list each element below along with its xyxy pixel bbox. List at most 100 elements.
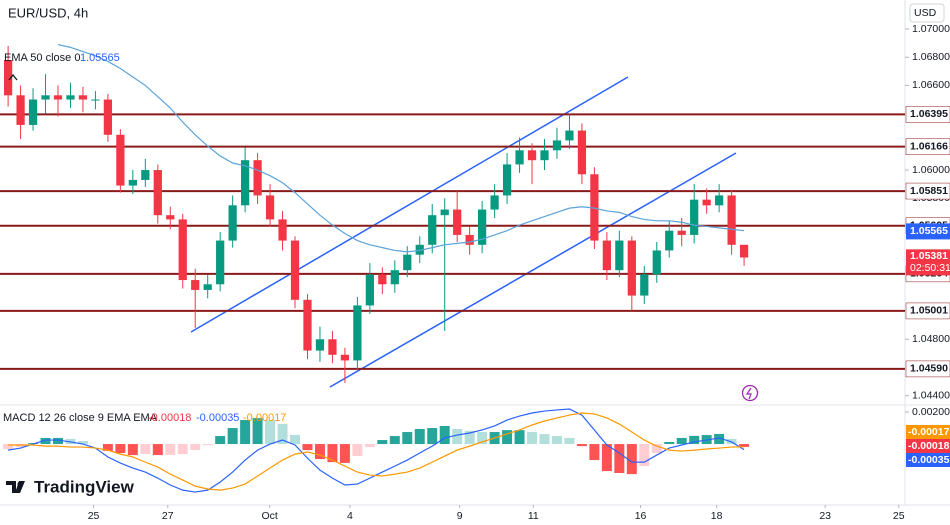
level-badge <box>905 302 950 320</box>
candle-body <box>340 354 350 361</box>
histogram-bar <box>514 430 525 445</box>
candle-body <box>365 274 374 306</box>
candle-body <box>652 250 661 275</box>
histogram-bar <box>477 432 488 445</box>
histogram-bar <box>40 437 51 445</box>
collapse-icon[interactable] <box>8 73 18 81</box>
histogram-bar <box>439 425 450 445</box>
logo-dot <box>17 481 23 487</box>
histogram-bar <box>77 441 88 445</box>
histogram-bar <box>551 436 562 445</box>
y-tick-label: 0.00200 <box>912 406 950 418</box>
histogram-bar <box>140 444 151 454</box>
macd-legend: MACD 12 26 close 9 EMA EMA <box>3 412 158 424</box>
candle-body <box>28 99 38 125</box>
histogram-bar <box>115 444 126 453</box>
ema-badge-label: 1.05565 <box>910 225 948 237</box>
candle-body <box>627 240 636 296</box>
histogram-bar <box>427 428 438 445</box>
level-label: 1.06166 <box>910 140 948 152</box>
x-tick-label: 25 <box>893 510 905 522</box>
candle-body <box>390 270 399 285</box>
candle-body <box>41 95 50 100</box>
alert-icon[interactable] <box>741 384 759 402</box>
macd-legend-signal: -0.00017 <box>243 412 286 424</box>
histogram-bar <box>452 429 463 445</box>
candle-body <box>315 339 325 351</box>
candle-body <box>590 174 599 241</box>
histogram-bar <box>227 428 238 445</box>
candle-body <box>677 230 686 235</box>
macd-legend-hist: -0.00018 <box>148 412 191 424</box>
currency-button[interactable] <box>909 3 945 23</box>
histogram-bar <box>215 436 226 445</box>
histogram-bar <box>240 420 251 445</box>
trend-line[interactable] <box>190 76 629 333</box>
histogram-bar <box>314 444 325 460</box>
macd-badge-label: -0.00035 <box>908 454 950 466</box>
currency-label[interactable]: USD <box>914 7 937 19</box>
alert-icon-bolt <box>745 387 752 400</box>
histogram-bar <box>53 437 63 445</box>
histogram-bar <box>177 444 188 455</box>
level-badge <box>905 138 950 155</box>
candle-body <box>727 195 736 245</box>
price-badge <box>906 249 950 276</box>
histogram-bar <box>651 444 662 453</box>
candle-body <box>91 99 100 101</box>
candle-body <box>353 305 362 361</box>
level-badge <box>905 182 950 200</box>
ema-badge <box>906 223 950 240</box>
histogram-bar <box>252 418 263 445</box>
histogram-bar <box>302 444 313 451</box>
histogram-bar <box>190 444 201 450</box>
candle-body <box>3 60 13 96</box>
candle-body <box>141 170 150 180</box>
candle-body <box>378 274 387 285</box>
candle-body <box>540 150 549 161</box>
candle-body <box>465 234 474 245</box>
x-tick-label: 27 <box>162 510 174 522</box>
histogram-bar <box>539 434 550 445</box>
y-tick-label: 1.04400 <box>912 389 950 401</box>
candle-body <box>527 150 537 161</box>
histogram-bar <box>377 440 388 445</box>
candle-body <box>66 95 75 100</box>
x-tick-label: 9 <box>457 510 463 522</box>
histogram-bar <box>364 444 375 448</box>
candle-body <box>116 134 125 186</box>
histogram-bar <box>414 429 425 445</box>
x-tick-label: 23 <box>819 510 831 522</box>
ema-legend: EMA 50 close 0 <box>4 52 80 64</box>
histogram-bar <box>464 430 475 445</box>
candle-body <box>153 170 162 216</box>
macd-badge <box>906 453 950 467</box>
candle-body <box>241 160 250 206</box>
histogram-bar <box>601 444 612 472</box>
histogram-bar <box>402 432 413 445</box>
candle-body <box>166 215 175 220</box>
price-badge-label: 1.05381 <box>910 250 948 262</box>
y-tick-label: 1.06600 <box>912 79 950 91</box>
histogram-bar <box>265 420 276 445</box>
candle-body <box>552 140 562 151</box>
histogram-bar <box>739 444 750 447</box>
histogram-bar <box>676 437 687 445</box>
candle-body <box>502 164 512 196</box>
level-badge <box>905 360 950 378</box>
x-tick-label: 11 <box>528 510 539 522</box>
x-tick-label: 16 <box>635 510 647 522</box>
macd-legend-macd: -0.00035 <box>196 412 239 424</box>
logo-text: TradingView <box>34 477 135 496</box>
candle-body <box>265 195 275 220</box>
candle-body <box>303 299 312 351</box>
candle-body <box>53 95 63 100</box>
candle-body <box>103 99 113 135</box>
level-label: 1.05851 <box>910 185 948 197</box>
candle-body <box>403 254 412 271</box>
candle-body <box>739 244 749 258</box>
signal-line <box>8 412 745 491</box>
symbol-title[interactable]: EUR/USD, 4h <box>8 5 88 20</box>
histogram-bar <box>102 444 113 451</box>
